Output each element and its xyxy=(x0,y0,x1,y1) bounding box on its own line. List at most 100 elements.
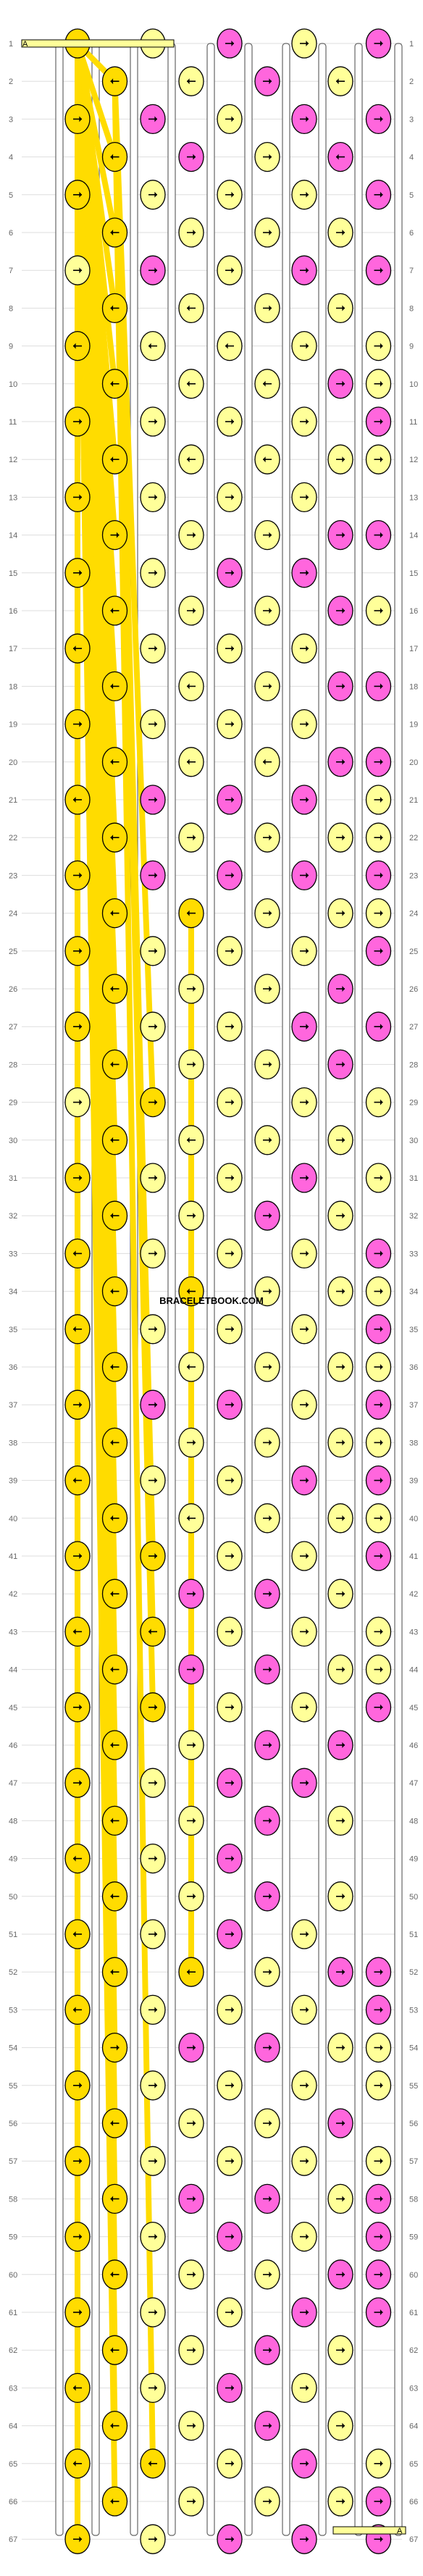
knot-arrow-head xyxy=(154,1024,157,1030)
row-label-right: 40 xyxy=(409,1515,418,1523)
knot xyxy=(101,1276,128,1307)
knot-arrow-head xyxy=(306,2158,309,2165)
knot xyxy=(365,860,392,891)
knot xyxy=(178,1427,204,1458)
knot-arrow-head xyxy=(110,2196,114,2202)
knot xyxy=(140,2146,166,2176)
row-label-right: 38 xyxy=(409,1439,418,1447)
knot xyxy=(291,1692,317,1723)
knot-arrow-head xyxy=(110,1591,114,1597)
knot-arrow-head xyxy=(269,683,272,690)
row-label-right: 67 xyxy=(409,2535,418,2544)
knot-arrow-head xyxy=(154,721,157,727)
row-label-left: 35 xyxy=(9,1326,17,1334)
knot-arrow-head xyxy=(306,1099,309,1105)
row-label-right: 12 xyxy=(409,456,418,464)
knot xyxy=(217,2221,243,2252)
knot xyxy=(140,1465,166,1496)
knot-arrow-head xyxy=(110,305,114,311)
row-label-right: 11 xyxy=(409,418,417,427)
knot xyxy=(327,898,353,929)
row-label-left: 24 xyxy=(9,910,17,919)
knot-arrow-head xyxy=(193,1893,196,1899)
knot xyxy=(254,671,280,702)
knot xyxy=(291,936,317,966)
knot-arrow-head xyxy=(187,1288,190,1295)
knot xyxy=(291,28,317,59)
knot-arrow-head xyxy=(306,1326,309,1332)
knot xyxy=(291,708,317,740)
row-label-right: 32 xyxy=(409,1212,418,1221)
knot xyxy=(217,1541,243,1571)
knot xyxy=(178,217,204,248)
knot xyxy=(365,330,392,361)
knot-arrow-head xyxy=(231,1326,234,1332)
knot xyxy=(217,1616,243,1647)
knot-arrow-head xyxy=(187,1137,190,1143)
knot xyxy=(64,708,91,740)
string-8 xyxy=(318,43,327,2536)
knot xyxy=(140,104,166,135)
knot-arrow-head xyxy=(342,1364,345,1370)
knot xyxy=(327,2410,353,2441)
row-label-left: 42 xyxy=(9,1590,17,1599)
knot-arrow-head xyxy=(269,1213,272,1219)
knot xyxy=(365,406,392,437)
knot xyxy=(254,2335,280,2365)
knot-arrow-head xyxy=(73,1855,76,1862)
knot xyxy=(217,482,243,513)
knot-arrow-head xyxy=(269,78,272,85)
knot-arrow-head xyxy=(380,1288,383,1295)
knot-arrow-head xyxy=(380,758,383,765)
knot xyxy=(327,747,353,777)
knot xyxy=(64,860,91,891)
knot xyxy=(140,255,166,285)
knot xyxy=(64,1087,91,1118)
knot xyxy=(254,1503,280,1534)
knot xyxy=(327,1125,353,1155)
knot xyxy=(101,1503,128,1534)
knot-arrow-head xyxy=(79,1024,82,1030)
knot xyxy=(217,28,243,59)
knot-arrow-head xyxy=(231,191,234,198)
knot-arrow-head xyxy=(380,910,383,916)
knot-arrow-head xyxy=(154,2536,157,2543)
row-label-left: 50 xyxy=(9,1893,17,1902)
row-label-right: 15 xyxy=(409,569,418,578)
knot xyxy=(178,1200,204,1231)
knot-arrow-head xyxy=(306,1553,309,1559)
knot-arrow-head xyxy=(154,1326,157,1332)
knot-arrow-head xyxy=(193,835,196,841)
knot-arrow-head xyxy=(154,2082,157,2088)
knot xyxy=(365,747,392,777)
knot xyxy=(291,1465,317,1496)
row-label-left: 41 xyxy=(9,1552,17,1561)
row-label-left: 38 xyxy=(9,1439,17,1447)
knot xyxy=(254,1578,280,1609)
knot-arrow-head xyxy=(269,1591,272,1597)
knot xyxy=(178,1352,204,1382)
knot xyxy=(64,558,91,588)
knot xyxy=(365,369,392,399)
row-label-left: 59 xyxy=(9,2233,17,2242)
knot xyxy=(101,671,128,702)
row-label-left: 66 xyxy=(9,2498,17,2506)
row-label-left: 23 xyxy=(9,871,17,880)
row-label-right: 6 xyxy=(409,229,414,238)
knot xyxy=(217,1314,243,1345)
knot-arrow-head xyxy=(79,116,82,122)
string-4 xyxy=(167,43,176,2536)
knot-arrow-head xyxy=(269,1137,272,1143)
knot xyxy=(140,330,166,361)
knot-arrow-head xyxy=(231,1855,234,1862)
row-label-right: 43 xyxy=(409,1628,418,1636)
row-label-left: 48 xyxy=(9,1817,17,1826)
knot xyxy=(101,444,128,474)
knot xyxy=(140,2524,166,2554)
knot xyxy=(101,822,128,853)
knot-arrow-head xyxy=(154,191,157,198)
knot xyxy=(178,1881,204,1912)
knot-arrow-head xyxy=(110,1288,114,1295)
knot-arrow-head xyxy=(231,721,234,727)
knot xyxy=(140,1163,166,1193)
